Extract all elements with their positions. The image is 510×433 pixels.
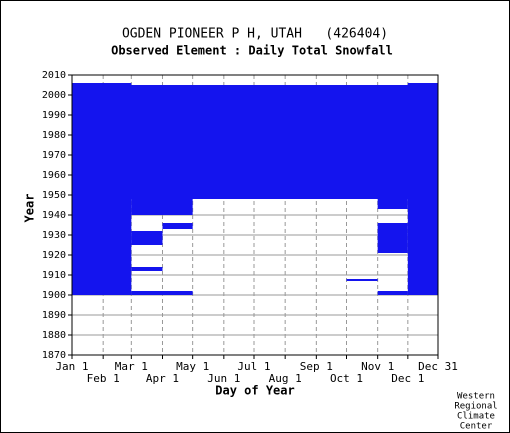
x-tick-label: Sep 1: [300, 360, 333, 373]
x-tick-label: Dec 31: [418, 360, 458, 373]
data-block: [72, 199, 132, 295]
data-block: [72, 83, 132, 85]
x-axis-label: Day of Year: [215, 384, 294, 398]
y-axis-label: Year: [23, 194, 37, 223]
y-tick-label: 1950: [42, 190, 66, 201]
y-tick-label: 1980: [42, 130, 66, 141]
y-tick-label: 1890: [42, 310, 66, 321]
data-block: [131, 267, 163, 271]
y-tick-label: 1970: [42, 150, 66, 161]
y-tick-label: 1900: [42, 290, 66, 301]
data-block: [131, 291, 163, 295]
credit: Climate: [457, 412, 495, 422]
data-block: [346, 279, 378, 281]
x-tick-label: May 1: [176, 360, 209, 373]
x-tick-label: Jun 1: [207, 372, 240, 385]
data-block: [131, 199, 163, 215]
y-tick-label: 1930: [42, 230, 66, 241]
credit: Western: [457, 392, 495, 402]
y-tick-label: 1910: [42, 270, 66, 281]
credit: Center: [460, 422, 493, 432]
data-block: [377, 199, 408, 209]
data-block: [162, 291, 193, 295]
x-tick-label: Mar 1: [115, 360, 148, 373]
y-tick-label: 2000: [42, 90, 66, 101]
chart-subtitle: Observed Element : Daily Total Snowfall: [111, 44, 393, 58]
credit: Regional: [454, 402, 497, 412]
x-tick-label: Aug 1: [269, 372, 302, 385]
data-block: [377, 223, 408, 253]
x-tick-label: Feb 1: [87, 372, 120, 385]
y-tick-label: 2010: [42, 70, 66, 81]
x-tick-label: Jul 1: [237, 360, 270, 373]
data-block: [162, 199, 193, 215]
data-block: [131, 231, 163, 245]
x-tick-label: Oct 1: [330, 372, 363, 385]
y-tick-label: 1880: [42, 330, 66, 341]
y-tick-label: 1960: [42, 170, 66, 181]
data-block: [407, 199, 438, 295]
x-tick-label: Apr 1: [146, 372, 179, 385]
y-tick-label: 1870: [42, 350, 66, 361]
chart-title: OGDEN PIONEER P H, UTAH (426404): [122, 27, 388, 42]
x-tick-label: Nov 1: [361, 360, 394, 373]
y-tick-label: 1990: [42, 110, 66, 121]
x-tick-label: Jan 1: [55, 360, 88, 373]
y-tick-label: 1920: [42, 250, 66, 261]
y-tick-label: 1940: [42, 210, 66, 221]
data-block: [407, 83, 438, 85]
data-block: [72, 85, 438, 199]
data-block: [162, 223, 193, 229]
x-tick-label: Dec 1: [391, 372, 424, 385]
data-block: [377, 291, 408, 295]
